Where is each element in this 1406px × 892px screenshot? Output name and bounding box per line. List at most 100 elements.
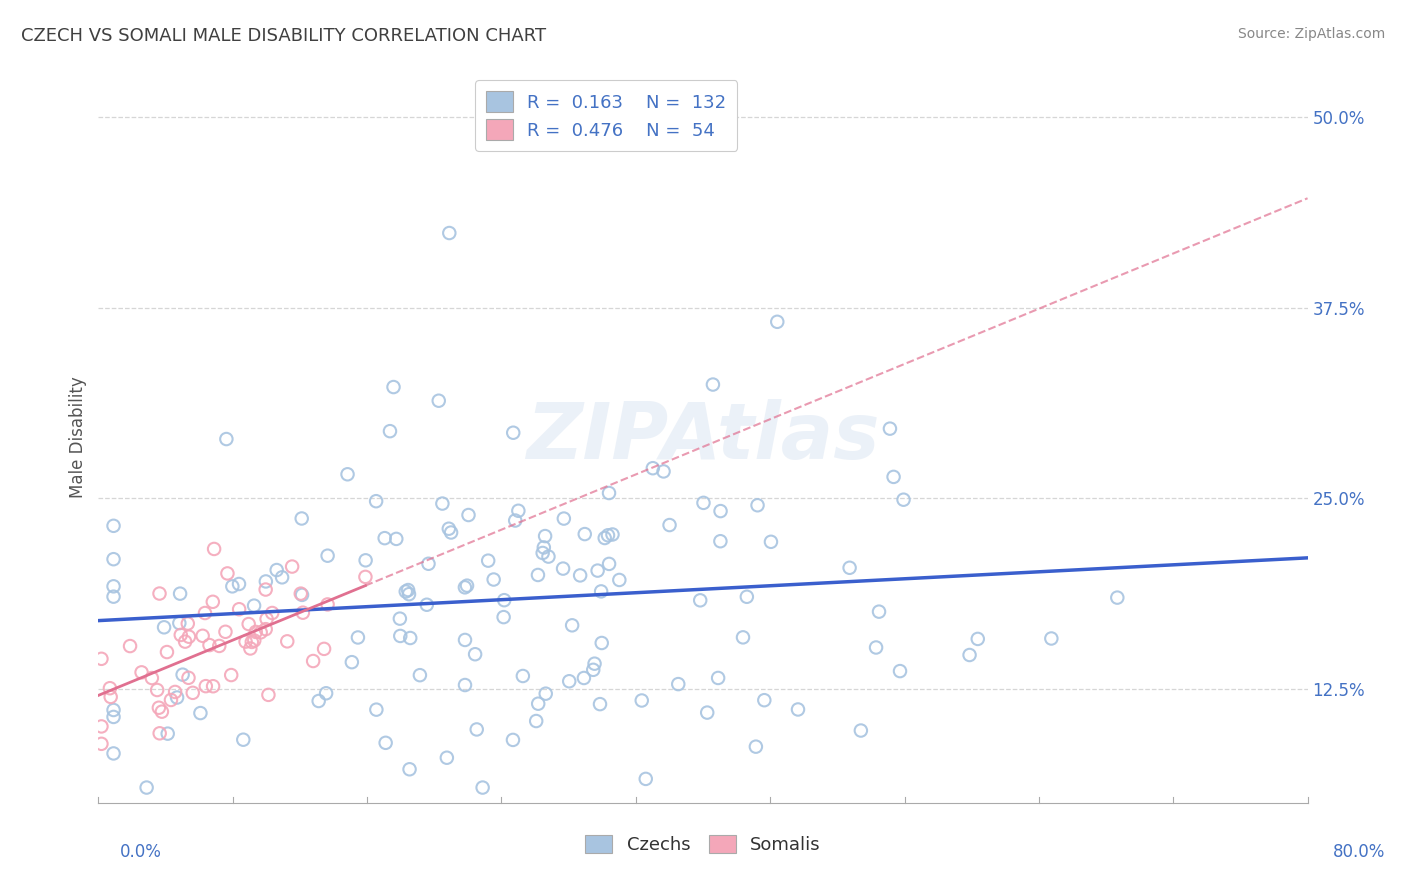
Point [534, 529, 557, 543]
Point [883, 470, 905, 484]
Point [160, 693, 183, 707]
Point [558, 674, 581, 689]
Point [214, 624, 236, 639]
Point [239, 641, 262, 656]
Point [254, 622, 277, 636]
Point [533, 541, 555, 555]
Point [336, 467, 359, 482]
Point [281, 559, 304, 574]
Point [868, 605, 890, 619]
Point [437, 522, 460, 536]
Point [382, 380, 405, 394]
Point [1040, 632, 1063, 646]
Point [238, 617, 260, 632]
Point [787, 702, 810, 716]
Point [90, 652, 112, 666]
Point [243, 599, 266, 613]
Point [865, 640, 887, 655]
Point [276, 634, 298, 648]
Point [596, 528, 619, 542]
Point [228, 602, 250, 616]
Point [440, 525, 463, 540]
Point [131, 665, 153, 680]
Point [561, 618, 583, 632]
Point [689, 593, 711, 607]
Point [593, 531, 616, 545]
Point [385, 532, 408, 546]
Text: ZIPAtlas: ZIPAtlas [526, 399, 880, 475]
Point [103, 703, 125, 717]
Point [534, 687, 557, 701]
Point [256, 612, 278, 626]
Point [291, 588, 314, 602]
Point [103, 518, 125, 533]
Point [409, 668, 432, 682]
Point [232, 732, 254, 747]
Point [235, 634, 257, 648]
Point [312, 641, 335, 656]
Point [502, 732, 524, 747]
Point [208, 639, 231, 653]
Point [531, 546, 554, 560]
Point [747, 498, 769, 512]
Point [630, 693, 652, 707]
Point [103, 710, 125, 724]
Point [366, 703, 388, 717]
Text: CZECH VS SOMALI MALE DISABILITY CORRELATION CHART: CZECH VS SOMALI MALE DISABILITY CORRELAT… [21, 27, 546, 45]
Point [416, 598, 439, 612]
Point [395, 584, 418, 599]
Point [198, 638, 221, 652]
Point [150, 705, 173, 719]
Point [148, 586, 170, 600]
Point [316, 598, 339, 612]
Point [254, 574, 277, 589]
Point [502, 425, 524, 440]
Point [374, 531, 396, 545]
Point [731, 631, 754, 645]
Point [308, 694, 330, 708]
Point [432, 497, 454, 511]
Point [591, 584, 613, 599]
Point [494, 593, 516, 607]
Point [702, 377, 724, 392]
Y-axis label: Male Disability: Male Disability [69, 376, 87, 498]
Point [103, 552, 125, 566]
Point [340, 655, 363, 669]
Point [652, 464, 675, 478]
Point [166, 690, 188, 705]
Point [194, 679, 217, 693]
Point [219, 668, 242, 682]
Point [589, 697, 612, 711]
Point [169, 616, 191, 631]
Point [879, 422, 901, 436]
Point [572, 671, 595, 685]
Point [398, 762, 420, 776]
Point [666, 677, 689, 691]
Point [838, 561, 860, 575]
Point [262, 606, 284, 620]
Point [527, 697, 550, 711]
Point [457, 508, 479, 522]
Point [103, 590, 125, 604]
Point [98, 681, 121, 696]
Point [454, 580, 477, 594]
Point [1107, 591, 1129, 605]
Point [201, 595, 224, 609]
Point [170, 628, 193, 642]
Point [374, 736, 396, 750]
Point [191, 629, 214, 643]
Point [153, 620, 176, 634]
Point [302, 654, 325, 668]
Point [257, 688, 280, 702]
Text: 80.0%: 80.0% [1333, 843, 1385, 861]
Point [396, 582, 419, 597]
Point [893, 492, 915, 507]
Point [641, 461, 664, 475]
Point [512, 669, 534, 683]
Point [290, 586, 312, 600]
Point [148, 700, 170, 714]
Point [194, 606, 217, 620]
Legend: Czechs, Somalis: Czechs, Somalis [578, 828, 828, 862]
Point [582, 663, 605, 677]
Point [471, 780, 494, 795]
